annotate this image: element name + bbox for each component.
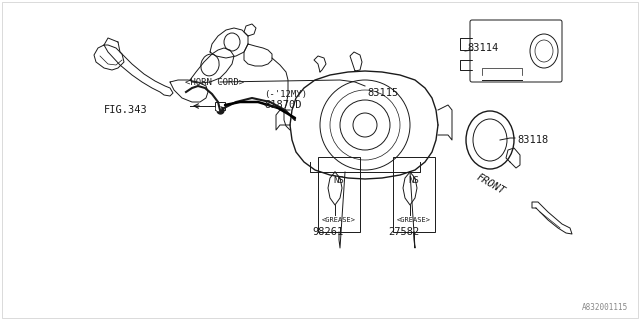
Text: FRONT: FRONT [475, 172, 507, 196]
Text: 98261: 98261 [312, 227, 343, 237]
Bar [215, 102, 225, 110]
Text: 83115: 83115 [367, 88, 398, 98]
Text: <GREASE>: <GREASE> [322, 217, 356, 223]
Text: A832001115: A832001115 [582, 303, 628, 312]
Text: FIG.343: FIG.343 [104, 105, 148, 115]
Text: <GREASE>: <GREASE> [397, 217, 431, 223]
Text: 83118: 83118 [517, 135, 548, 145]
Text: <HORN CORD>: <HORN CORD> [186, 78, 244, 87]
Text: 27582: 27582 [388, 227, 419, 237]
Text: NS: NS [408, 175, 419, 185]
Text: 83114: 83114 [467, 43, 499, 53]
Text: (-'12MY): (-'12MY) [264, 90, 307, 99]
Text: NS: NS [333, 175, 344, 185]
Text: 81870D: 81870D [264, 100, 301, 110]
Bar [393, 157, 435, 232]
Bar [318, 157, 360, 232]
